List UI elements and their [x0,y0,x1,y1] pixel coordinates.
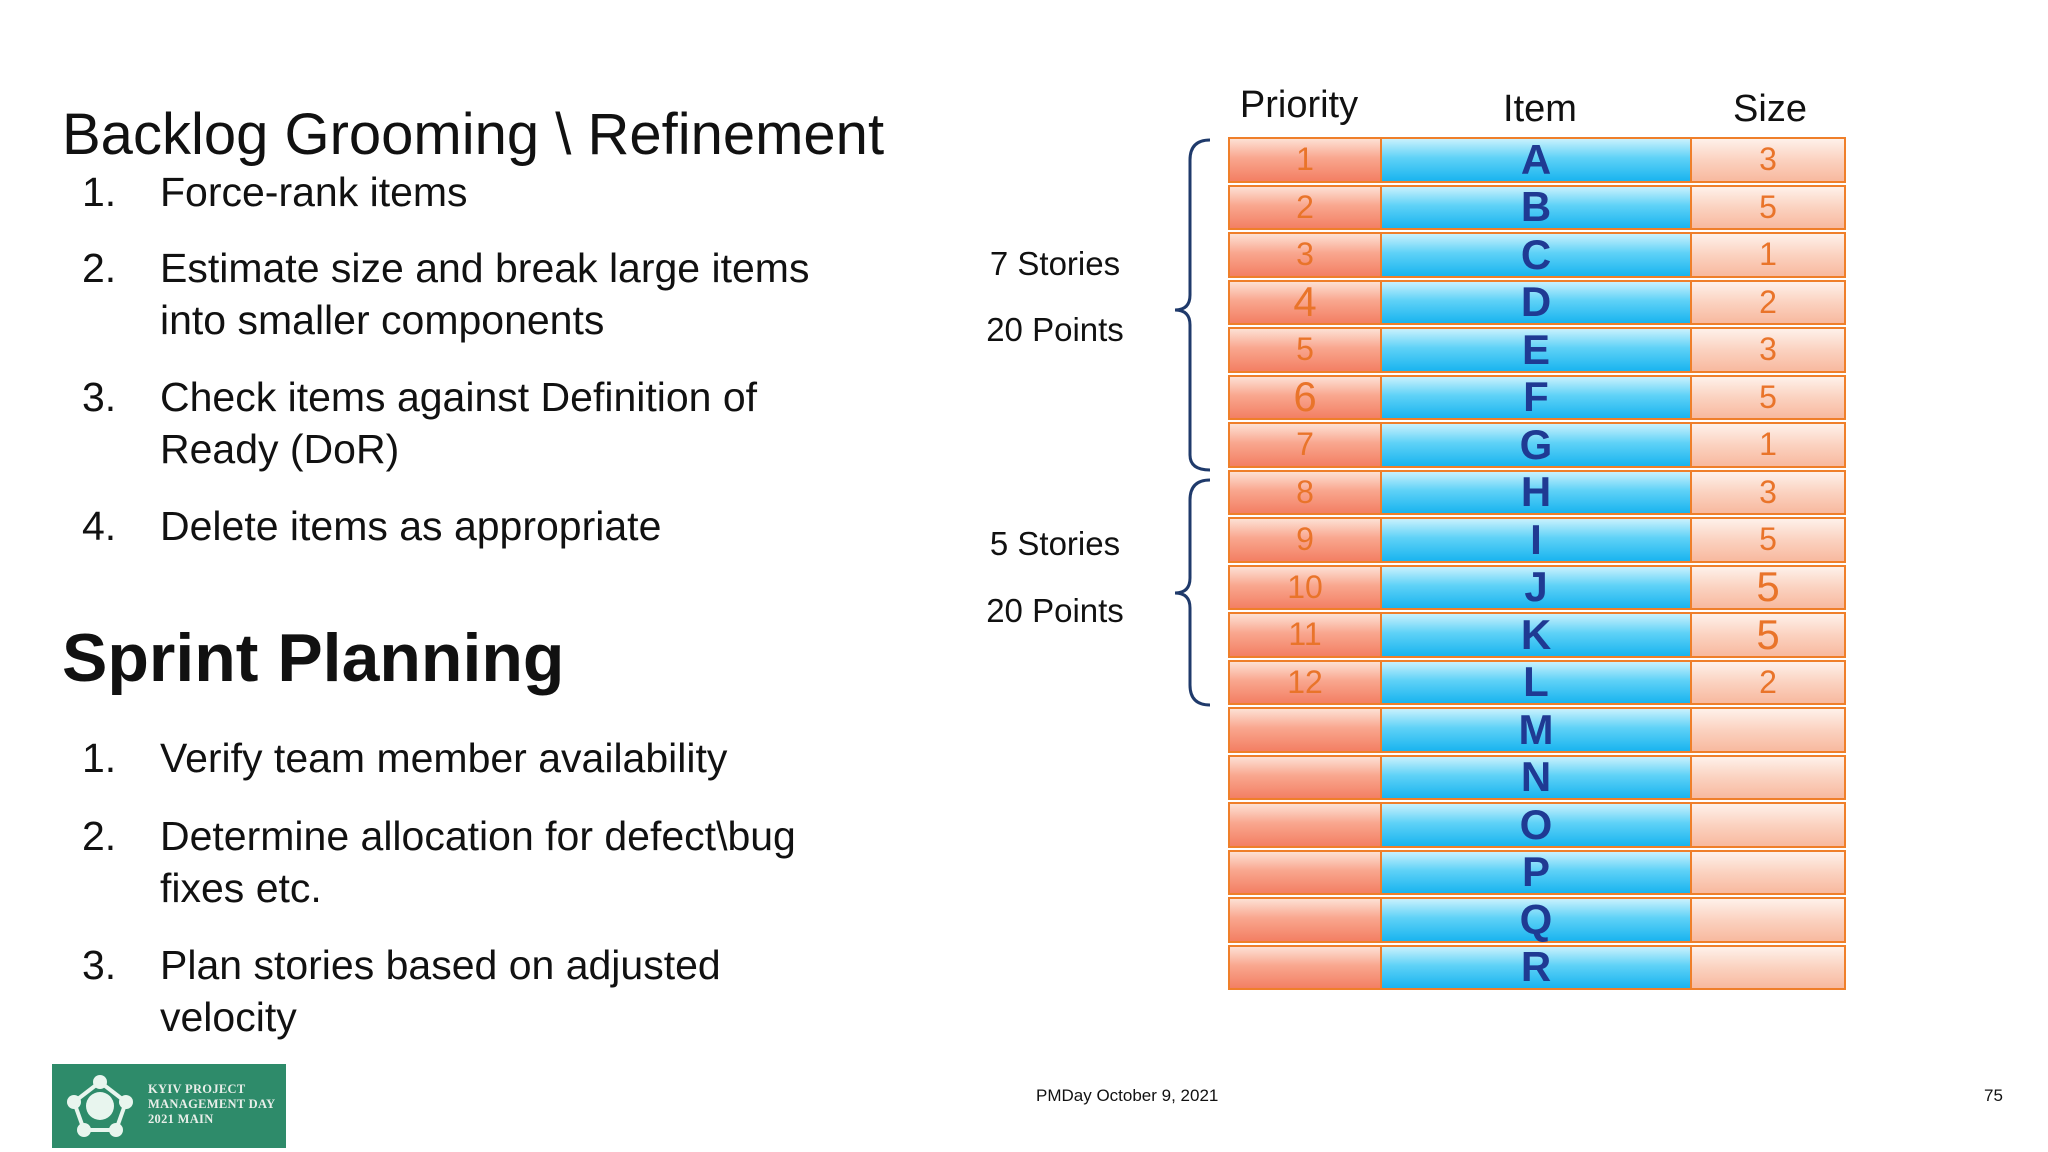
priority-header: Priority [1239,84,1359,126]
table-row: O [1228,801,1848,850]
size-cell: 2 [1690,659,1846,705]
size-cell [1690,754,1846,800]
item-cell: R [1382,943,1690,990]
item-cell: Q [1382,896,1690,943]
priority-cell: 6 [1228,373,1382,420]
size-cell: 5 [1690,517,1846,563]
priority-cell [1228,897,1382,943]
size-cell [1690,944,1846,990]
priority-cell [1228,754,1382,800]
priority-cell: 2 [1228,184,1382,230]
item-cell: C [1382,231,1690,278]
item-cell: G [1382,421,1690,468]
table-row: 11 K 5 [1228,611,1848,660]
footer-event: PMDay October 9, 2021 [1036,1086,1219,1105]
priority-cell: 1 [1228,137,1382,183]
size-cell [1690,707,1846,753]
size-cell: 5 [1690,184,1846,230]
item-header: Item [1503,88,1577,130]
item-cell: A [1382,136,1690,183]
size-cell: 3 [1690,327,1846,373]
size-cell: 5 [1690,611,1846,658]
priority-cell: 12 [1228,659,1382,705]
priority-cell: 3 [1228,232,1382,278]
size-cell [1690,802,1846,848]
item-cell: I [1382,516,1690,563]
table-row: 12 L 2 [1228,658,1848,708]
item-cell: N [1382,753,1690,800]
size-cell: 3 [1690,469,1846,515]
item-cell: O [1382,801,1690,848]
size-cell: 5 [1690,374,1846,420]
group1-points-label: 20 Points [986,311,1124,348]
size-cell: 1 [1690,232,1846,278]
event-logo: KYIV PROJECT MANAGEMENT DAY 2021 MAIN [52,1064,286,1148]
item-cell: F [1382,373,1690,420]
item-cell: L [1382,658,1690,705]
size-cell: 5 [1690,563,1846,610]
backlog-title: Backlog Grooming \ Refinement [62,102,885,167]
table-row: R [1228,943,1848,993]
item-cell: E [1382,326,1690,373]
table-row: 10 J 5 [1228,563,1848,613]
priority-cell [1228,849,1382,895]
priority-cell: 8 [1228,469,1382,515]
priority-cell [1228,707,1382,753]
group1-brace-icon [1174,138,1211,472]
network-logo-icon [67,1075,133,1137]
size-header: Size [1733,88,1807,130]
table-row: P [1228,848,1848,898]
priority-cell: 5 [1228,327,1382,373]
size-cell: 1 [1690,422,1846,468]
item-cell: M [1382,706,1690,753]
priority-cell [1228,944,1382,990]
group2-brace-icon [1174,478,1211,707]
priority-cell: 9 [1228,517,1382,563]
group2-points-label: 20 Points [986,592,1124,629]
item-cell: P [1382,848,1690,895]
sprint-title: Sprint Planning [62,620,565,696]
item-cell: H [1382,468,1690,515]
group2-stories-label: 5 Stories [989,525,1121,562]
size-cell: 2 [1690,279,1846,325]
priority-cell [1228,802,1382,848]
item-cell: D [1382,278,1690,325]
logo-text: KYIV PROJECT MANAGEMENT DAY 2021 MAIN [148,1082,276,1126]
priority-cell: 11 [1228,612,1382,658]
size-cell [1690,849,1846,895]
size-cell: 3 [1690,137,1846,183]
table-row: Q [1228,896,1848,945]
brace-graphic [1174,138,1211,707]
group1-stories-label: 7 Stories [989,245,1121,282]
priority-cell: 7 [1228,422,1382,468]
priority-cell: 10 [1228,564,1382,610]
table-row: N [1228,753,1848,803]
item-cell: J [1382,563,1690,610]
table-row: M [1228,706,1848,755]
size-cell [1690,897,1846,943]
priority-cell: 4 [1228,278,1382,325]
page-number: 75 [1984,1086,2003,1105]
item-cell: B [1382,183,1690,230]
item-cell: K [1382,611,1690,658]
